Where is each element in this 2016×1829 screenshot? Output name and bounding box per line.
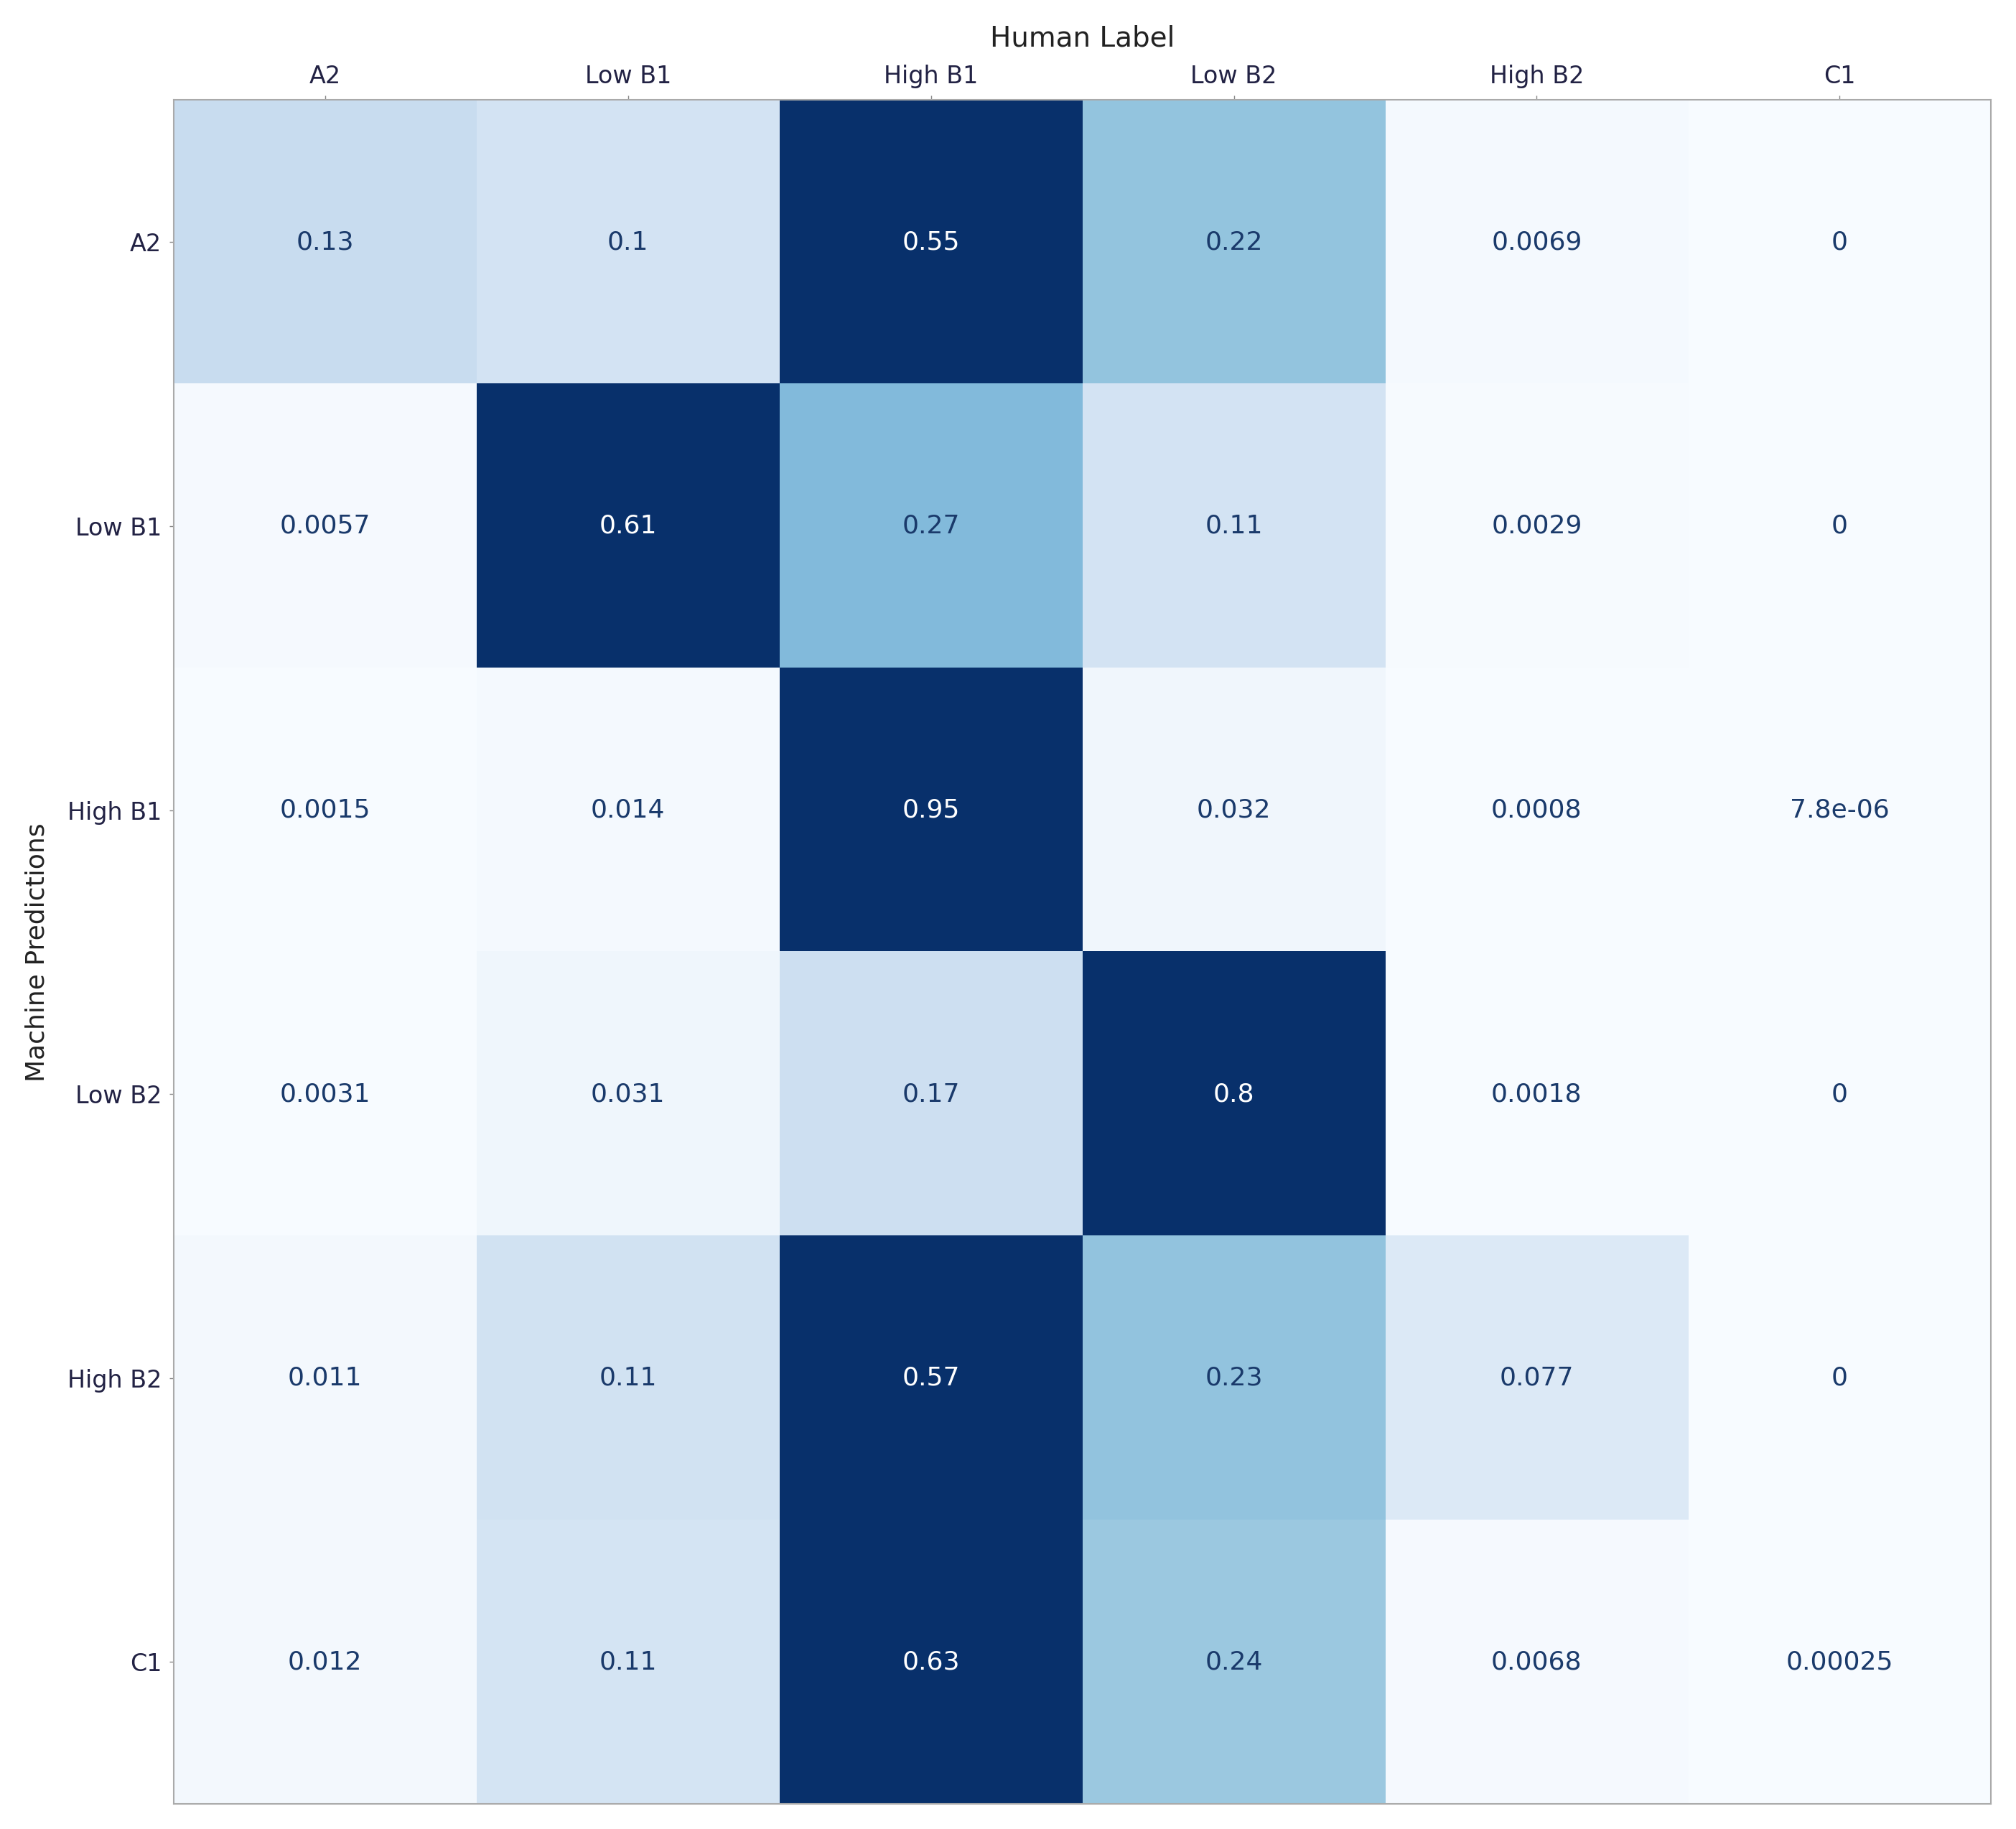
Text: 0.031: 0.031 (591, 1083, 665, 1107)
Text: 0.63: 0.63 (901, 1650, 960, 1674)
Text: 0.22: 0.22 (1206, 230, 1262, 254)
Text: 0.00025: 0.00025 (1786, 1650, 1893, 1674)
Text: 0.13: 0.13 (296, 230, 355, 254)
Text: 0.95: 0.95 (901, 797, 960, 823)
Text: 0: 0 (1831, 230, 1849, 254)
Text: 0.11: 0.11 (599, 1650, 657, 1674)
Text: 0.1: 0.1 (607, 230, 649, 254)
Text: 0.0057: 0.0057 (280, 514, 371, 538)
Text: 0.61: 0.61 (599, 514, 657, 538)
Text: 0.014: 0.014 (591, 797, 665, 823)
Text: 0.24: 0.24 (1206, 1650, 1262, 1674)
Text: 0: 0 (1831, 1366, 1849, 1390)
Text: 0.0008: 0.0008 (1492, 797, 1583, 823)
Text: 0.17: 0.17 (901, 1083, 960, 1107)
X-axis label: Human Label: Human Label (990, 26, 1175, 53)
Text: 0.012: 0.012 (288, 1650, 363, 1674)
Text: 0: 0 (1831, 514, 1849, 538)
Text: 0.57: 0.57 (901, 1366, 960, 1390)
Text: 0.0018: 0.0018 (1492, 1083, 1583, 1107)
Text: 0.011: 0.011 (288, 1366, 363, 1390)
Text: 0.0015: 0.0015 (280, 797, 371, 823)
Text: 0.11: 0.11 (1206, 514, 1262, 538)
Text: 0.0069: 0.0069 (1492, 230, 1583, 254)
Text: 0.55: 0.55 (901, 230, 960, 254)
Y-axis label: Machine Predictions: Machine Predictions (24, 823, 48, 1081)
Text: 0: 0 (1831, 1083, 1849, 1107)
Text: 0.0031: 0.0031 (280, 1083, 371, 1107)
Text: 0.0068: 0.0068 (1492, 1650, 1583, 1674)
Text: 0.27: 0.27 (901, 514, 960, 538)
Text: 0.032: 0.032 (1198, 797, 1270, 823)
Text: 7.8e-06: 7.8e-06 (1790, 797, 1889, 823)
Text: 0.11: 0.11 (599, 1366, 657, 1390)
Text: 0.077: 0.077 (1500, 1366, 1574, 1390)
Text: 0.8: 0.8 (1214, 1083, 1254, 1107)
Text: 0.23: 0.23 (1206, 1366, 1262, 1390)
Text: 0.0029: 0.0029 (1492, 514, 1583, 538)
